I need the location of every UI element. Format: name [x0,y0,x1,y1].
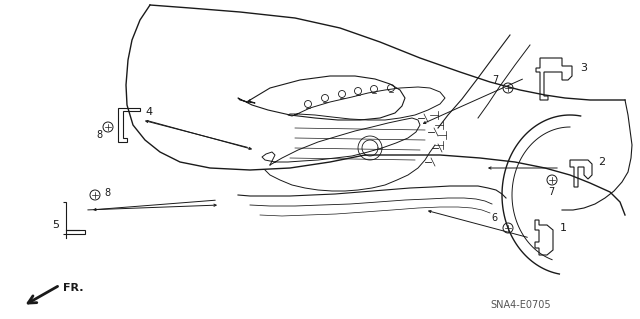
Text: 1: 1 [560,223,567,233]
Text: 5: 5 [52,220,59,230]
Text: 7: 7 [548,187,554,197]
Text: FR.: FR. [63,283,83,293]
Text: 2: 2 [598,157,605,167]
Text: 8: 8 [104,188,110,198]
Text: 4: 4 [145,107,152,117]
Text: 6: 6 [491,213,497,223]
Text: 3: 3 [580,63,587,73]
Text: 8: 8 [96,130,102,140]
Text: 7: 7 [492,75,498,85]
Text: SNA4-E0705: SNA4-E0705 [490,300,550,310]
